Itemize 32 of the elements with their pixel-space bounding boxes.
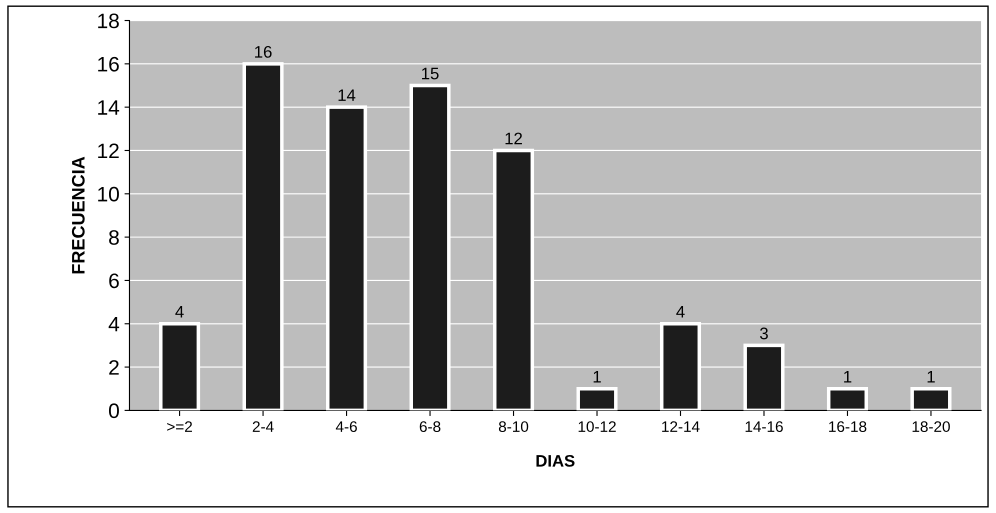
data-label: 15	[422, 68, 439, 80]
x-tick-label: 4-6	[336, 421, 357, 432]
data-label: 12	[506, 132, 522, 144]
y-tick-label: 12	[98, 143, 119, 158]
data-label: 1	[594, 371, 601, 383]
x-tick-label: 16-18	[829, 421, 866, 432]
data-label: 1	[844, 371, 852, 383]
y-axis-title: FRECUENCIA	[72, 156, 85, 274]
y-tick-label: 6	[109, 273, 119, 288]
x-tick-label: 10-12	[578, 421, 616, 432]
data-label: 16	[255, 46, 272, 58]
x-tick-label: 6-8	[420, 421, 440, 432]
y-tick-label: 8	[109, 230, 119, 245]
data-label: 14	[338, 89, 356, 101]
data-label: 1	[928, 371, 935, 383]
data-label: 4	[676, 306, 685, 318]
y-tick-label: 16	[98, 56, 119, 72]
x-axis-title: DIAS	[536, 454, 575, 467]
y-tick-label: 0	[108, 403, 119, 418]
x-tick-label: >=2	[167, 421, 192, 432]
y-tick-label: 2	[109, 360, 119, 375]
data-label: 4	[175, 306, 184, 318]
y-tick-label: 10	[98, 186, 119, 202]
x-tick-label: 12-14	[662, 421, 700, 432]
x-tick-label: 2-4	[252, 421, 274, 432]
y-tick-label: 4	[108, 316, 120, 332]
data-label: 3	[760, 328, 768, 340]
y-tick-label: 14	[98, 100, 120, 115]
x-tick-label: 8-10	[498, 421, 528, 432]
x-tick-label: 18-20	[912, 421, 950, 432]
x-tick-label: 14-16	[746, 421, 783, 432]
y-tick-label: 18	[98, 14, 119, 28]
